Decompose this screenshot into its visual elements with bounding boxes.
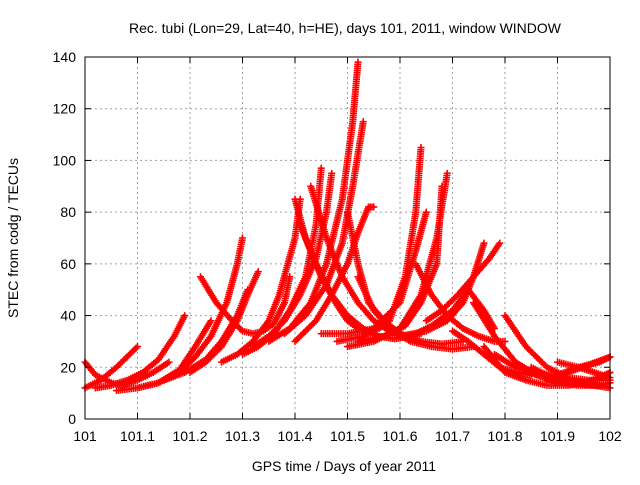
data-series bbox=[407, 286, 498, 340]
data-point bbox=[354, 58, 362, 66]
y-tick-label: 20 bbox=[60, 359, 76, 375]
x-tick-label: 101.6 bbox=[382, 428, 417, 444]
y-axis-label: STEC from codg / TECUs bbox=[5, 158, 21, 318]
x-tick-label: 101 bbox=[73, 428, 97, 444]
data-point bbox=[422, 208, 430, 216]
y-tick-label: 60 bbox=[60, 256, 76, 272]
axis-ticks: 101 101.1 101.2 101.3 101.4 101.5 101.6 101.7 10… bbox=[53, 49, 622, 444]
data-point bbox=[480, 239, 488, 247]
data-series bbox=[354, 182, 446, 345]
data-series bbox=[422, 239, 504, 325]
chart-title: Rec. tubi (Lon=29, Lat=40, h=HE), days 1… bbox=[129, 20, 562, 36]
x-tick-label: 102 bbox=[598, 428, 622, 444]
data-point bbox=[359, 118, 367, 126]
x-tick-label: 101.2 bbox=[172, 428, 207, 444]
data-point bbox=[496, 239, 504, 247]
data-series bbox=[333, 144, 425, 345]
data-point bbox=[328, 169, 336, 177]
data-series bbox=[218, 195, 304, 366]
data-series bbox=[81, 343, 141, 392]
data-point bbox=[286, 273, 294, 281]
y-tick-label: 100 bbox=[53, 152, 77, 168]
data-point bbox=[181, 312, 189, 320]
x-tick-label: 101.1 bbox=[120, 428, 155, 444]
x-tick-label: 101.7 bbox=[435, 428, 470, 444]
data-point bbox=[207, 317, 215, 325]
data-point bbox=[237, 326, 245, 334]
x-tick-label: 101.5 bbox=[330, 428, 365, 444]
grid bbox=[85, 57, 610, 419]
y-tick-label: 140 bbox=[53, 49, 77, 65]
data-point bbox=[132, 344, 140, 352]
data-point bbox=[501, 337, 509, 345]
data-series bbox=[554, 358, 614, 382]
data-point bbox=[438, 182, 446, 190]
data-point bbox=[165, 358, 173, 366]
y-tick-label: 80 bbox=[60, 204, 76, 220]
y-tick-label: 0 bbox=[68, 411, 76, 427]
data-point bbox=[239, 234, 246, 242]
data-series bbox=[543, 353, 614, 384]
x-tick-label: 101.3 bbox=[225, 428, 260, 444]
data-point bbox=[370, 203, 378, 211]
data-series bbox=[186, 268, 262, 376]
y-tick-label: 40 bbox=[60, 308, 76, 324]
data-point bbox=[254, 268, 262, 276]
data-point bbox=[317, 164, 325, 172]
data-point bbox=[443, 169, 451, 177]
x-tick-label: 101.4 bbox=[277, 428, 312, 444]
x-tick-label: 101.8 bbox=[487, 428, 522, 444]
y-tick-label: 120 bbox=[53, 101, 77, 117]
data-series bbox=[281, 118, 367, 338]
data-point bbox=[417, 144, 425, 151]
x-axis-label: GPS time / Days of year 2011 bbox=[252, 458, 436, 474]
data-point bbox=[134, 343, 141, 351]
x-tick-label: 101.9 bbox=[540, 428, 575, 444]
data-markers bbox=[81, 58, 614, 395]
data-series bbox=[92, 312, 189, 392]
